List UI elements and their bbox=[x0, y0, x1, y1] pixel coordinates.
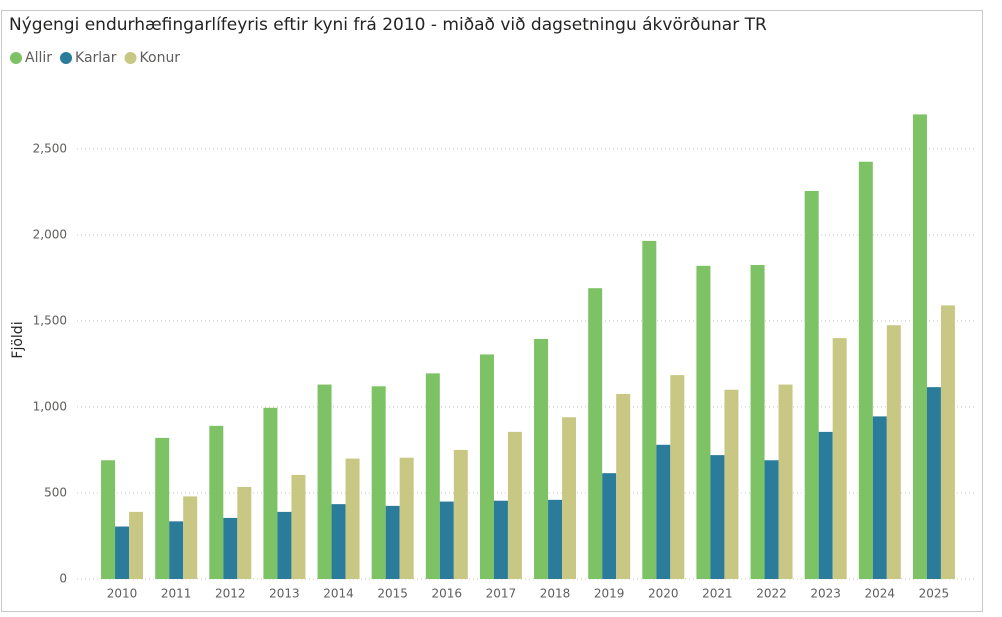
bar bbox=[926, 387, 941, 579]
bar bbox=[804, 190, 819, 579]
bar bbox=[453, 449, 468, 579]
x-tick-label: 2021 bbox=[702, 587, 733, 601]
bar bbox=[548, 499, 563, 579]
y-axis-label: Fjöldi bbox=[10, 321, 26, 358]
bar bbox=[371, 386, 386, 579]
bar bbox=[656, 444, 671, 579]
x-tick-label: 2023 bbox=[810, 587, 841, 601]
bar bbox=[696, 265, 711, 579]
bar bbox=[385, 505, 400, 579]
x-tick-label: 2019 bbox=[594, 587, 625, 601]
legend-label: Karlar bbox=[75, 50, 117, 66]
bar bbox=[562, 417, 577, 579]
x-tick-label: 2025 bbox=[919, 587, 950, 601]
bar bbox=[439, 501, 454, 579]
bar bbox=[263, 407, 278, 579]
y-tick-label: 1,500 bbox=[33, 313, 67, 327]
bar bbox=[223, 517, 238, 579]
legend-marker bbox=[60, 52, 73, 64]
x-tick-label: 2012 bbox=[215, 587, 246, 601]
y-tick-label: 500 bbox=[44, 485, 67, 499]
bar bbox=[277, 511, 292, 579]
bar bbox=[858, 161, 873, 579]
bar bbox=[616, 394, 631, 579]
bar bbox=[670, 375, 685, 579]
bar bbox=[169, 521, 184, 579]
bar bbox=[331, 504, 346, 579]
x-tick-label: 2015 bbox=[377, 587, 408, 601]
x-tick-label: 2022 bbox=[756, 587, 787, 601]
y-tick-label: 1,000 bbox=[33, 399, 67, 413]
x-tick-label: 2017 bbox=[486, 587, 517, 601]
x-tick-label: 2020 bbox=[648, 587, 679, 601]
bar bbox=[710, 455, 725, 579]
y-tick-label: 2,000 bbox=[33, 227, 67, 241]
bar bbox=[507, 431, 522, 579]
bar bbox=[101, 460, 116, 579]
bar bbox=[425, 373, 440, 579]
bar bbox=[183, 496, 198, 579]
bar bbox=[534, 338, 549, 579]
legend-marker bbox=[124, 52, 137, 64]
x-tick-label: 2016 bbox=[432, 587, 463, 601]
legend-marker bbox=[10, 52, 22, 64]
bar bbox=[912, 114, 927, 580]
bar bbox=[602, 473, 617, 579]
y-tick-label: 0 bbox=[59, 572, 67, 586]
x-tick-label: 2014 bbox=[323, 587, 354, 601]
bar bbox=[724, 389, 739, 579]
x-tick-label: 2013 bbox=[269, 587, 300, 601]
bar bbox=[886, 325, 901, 579]
y-tick-label: 2,500 bbox=[33, 141, 67, 155]
bar bbox=[764, 460, 779, 579]
x-tick-label: 2011 bbox=[161, 587, 192, 601]
bar bbox=[237, 486, 252, 579]
bar bbox=[155, 437, 170, 579]
bar bbox=[642, 240, 657, 580]
legend-label: Konur bbox=[140, 50, 181, 66]
x-tick-label: 2018 bbox=[540, 587, 571, 601]
legend-label: Allir bbox=[25, 50, 52, 66]
bar bbox=[291, 474, 306, 579]
bar bbox=[399, 457, 414, 579]
bar bbox=[345, 458, 360, 579]
bar bbox=[588, 288, 603, 579]
bar bbox=[115, 526, 130, 579]
bar bbox=[872, 416, 887, 579]
bar bbox=[940, 305, 955, 579]
chart-title: Nýgengi endurhæfingarlífeyris eftir kyni… bbox=[9, 15, 767, 35]
bar bbox=[209, 425, 224, 579]
x-tick-label: 2024 bbox=[865, 587, 896, 601]
bar bbox=[832, 338, 847, 579]
bar bbox=[750, 264, 765, 579]
bar bbox=[129, 511, 144, 579]
bar bbox=[317, 384, 332, 579]
x-tick-label: 2010 bbox=[107, 587, 138, 601]
bar bbox=[493, 500, 508, 579]
bar bbox=[778, 384, 793, 579]
bar bbox=[818, 431, 833, 579]
bar bbox=[479, 354, 494, 579]
